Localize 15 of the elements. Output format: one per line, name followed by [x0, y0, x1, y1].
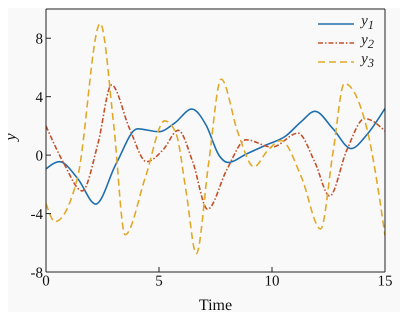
y-tick-label: -4	[30, 206, 44, 223]
x-axis-title: Time	[198, 297, 232, 314]
y-tick-label: 0	[36, 148, 43, 164]
line-series	[46, 108, 385, 205]
legend-label: y$_{2}$	[361, 32, 374, 52]
line-series	[46, 84, 385, 210]
y-tick-label: 8	[36, 32, 43, 48]
y-tick-label: -8	[30, 265, 43, 282]
legend-label: y$_{1}$	[361, 13, 374, 33]
y-tick-label: 4	[36, 90, 44, 106]
y-axis-title: y	[2, 132, 20, 142]
x-tick-label: 5	[155, 274, 163, 290]
legend-label: y$_{3}$	[361, 51, 374, 71]
x-tick-label: 15	[378, 274, 392, 290]
x-tick-label: 10	[264, 274, 280, 290]
